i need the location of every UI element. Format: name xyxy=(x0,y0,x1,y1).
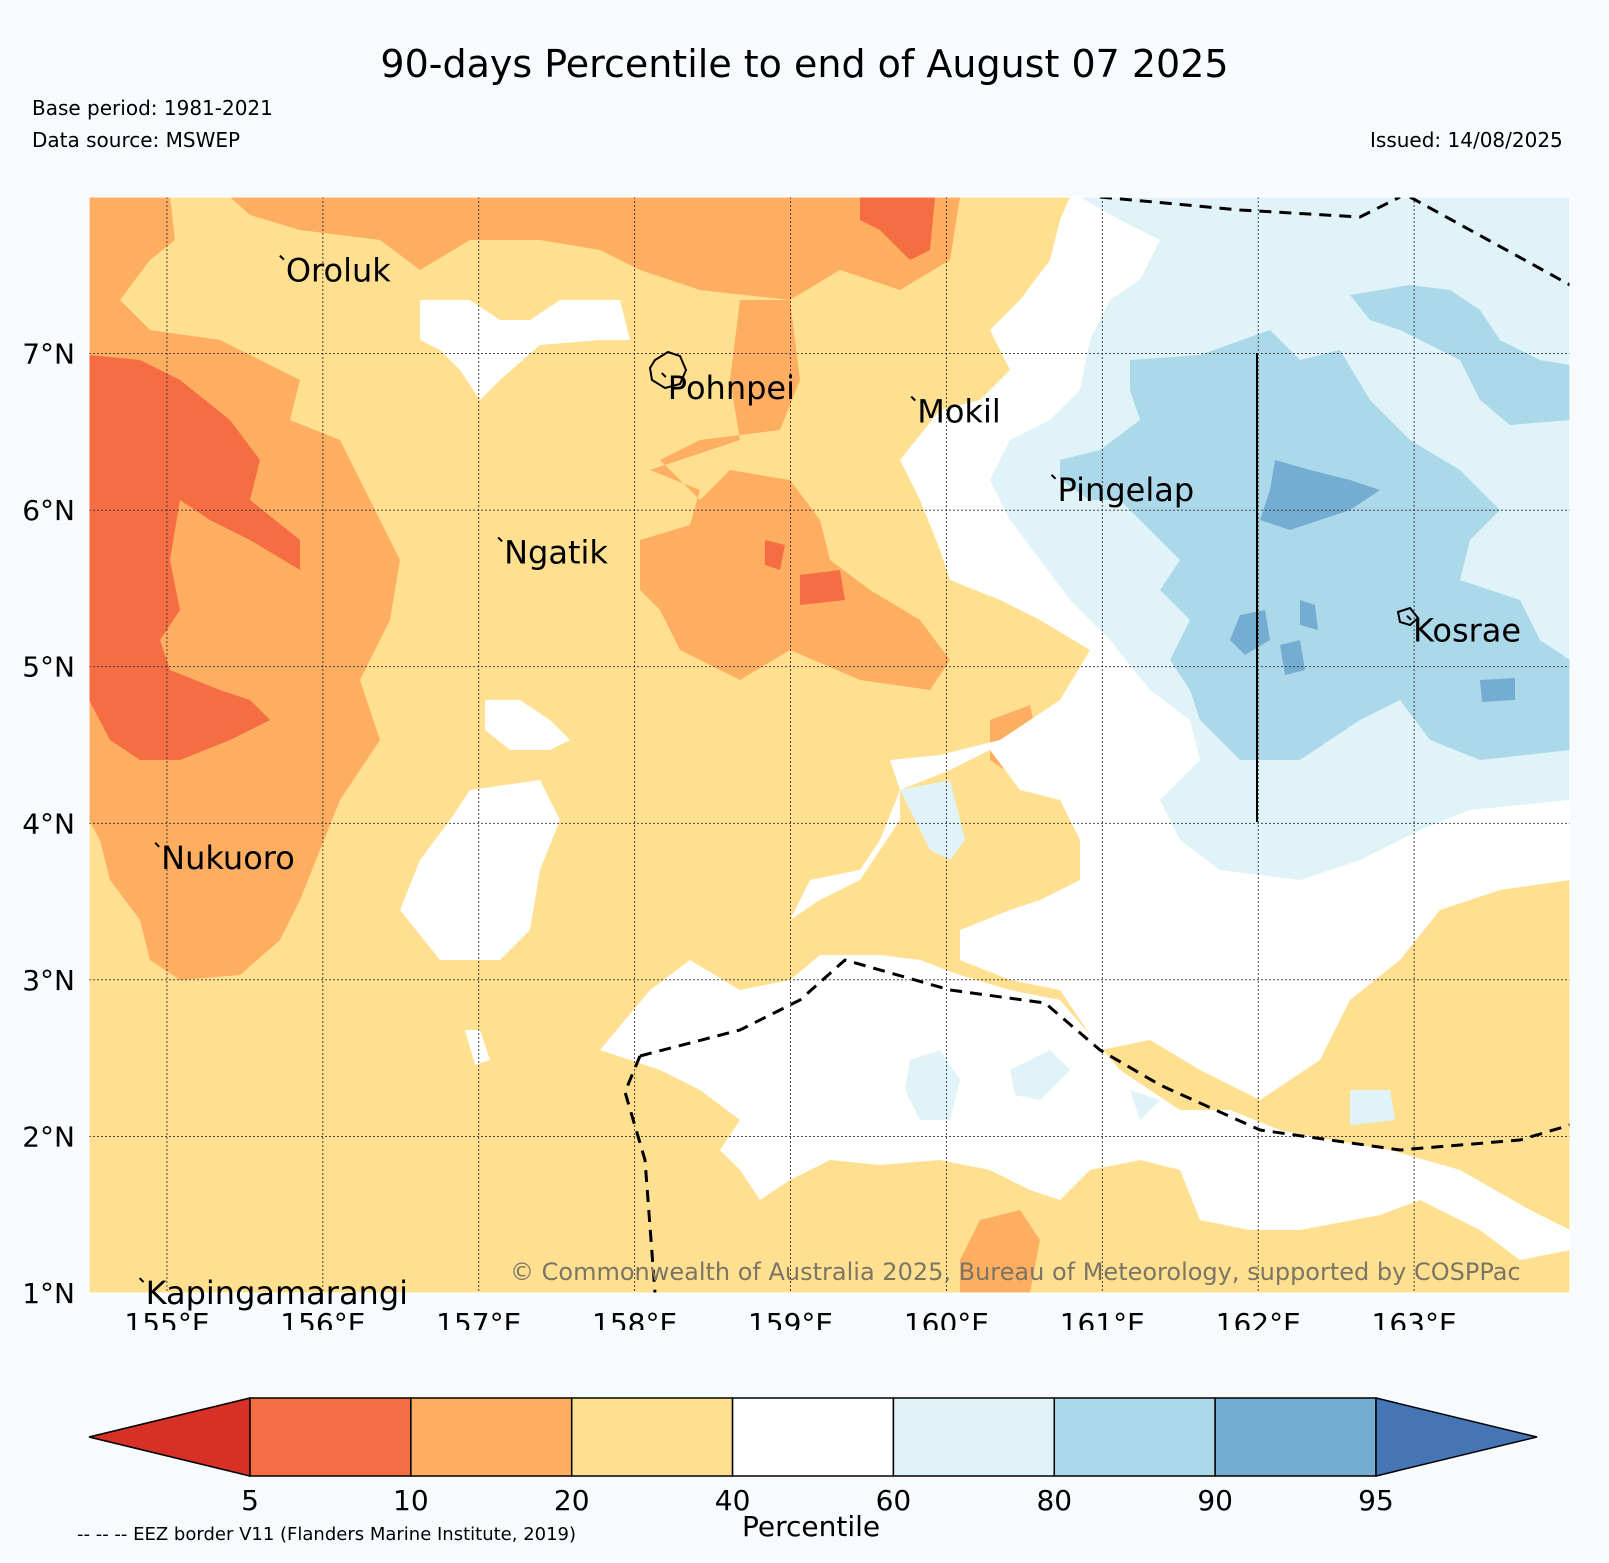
eez-legend-note: -- -- -- EEZ border V11 (Flanders Marine… xyxy=(77,1524,577,1545)
eez-border-south xyxy=(639,958,1570,1152)
place-marker xyxy=(154,842,160,848)
band-10-20-south xyxy=(960,1210,1040,1293)
latitude-tick-label: 3°N xyxy=(22,964,75,997)
colorbar-label: Percentile xyxy=(742,1510,881,1543)
place-label-oroluk: Oroluk xyxy=(286,252,391,290)
band-10-20-central xyxy=(640,300,950,690)
eez-border-northeast xyxy=(1409,197,1570,287)
latitude-labels: 7°N 6°N 5°N 4°N 3°N 2°N 1°N xyxy=(22,338,75,1310)
band-90-95-core xyxy=(1260,460,1380,530)
colorbar-band xyxy=(892,1397,1056,1477)
colorbar-band xyxy=(1214,1397,1377,1477)
colorbar-bands xyxy=(88,1397,1538,1477)
band-90-95-d xyxy=(1480,678,1515,702)
longitude-tick-label: 158°E xyxy=(592,1307,677,1330)
band-5-10-central-2 xyxy=(765,540,785,570)
band-5-10-north xyxy=(860,197,935,260)
place-marker xyxy=(1406,615,1412,621)
band-60-80-south xyxy=(900,780,965,860)
place-label-kapingamarangi: Kapingamarangi xyxy=(146,1274,408,1312)
base-period: Base period: 1981-2021 xyxy=(32,96,273,120)
band-40-60-mid xyxy=(400,780,560,960)
place-label-pohnpei: Pohnpei xyxy=(668,369,795,407)
longitude-labels: 155°E 156°E 157°E 158°E 159°E 160°E 161°E 162°E… xyxy=(124,1307,1456,1330)
latitude-tick-label: 4°N xyxy=(22,807,75,840)
graticule xyxy=(89,197,1570,1293)
band-40-60-small2 xyxy=(465,1030,490,1065)
band-40-60-upper xyxy=(420,300,630,400)
colorbar-tick-label: 60 xyxy=(876,1484,912,1517)
colorbar-band xyxy=(1053,1397,1216,1477)
percentile-map: Oroluk Pohnpei Mokil Pingelap Ngatik Kosrae Nu… xyxy=(22,196,1571,1330)
latitude-tick-label: 6°N xyxy=(22,494,75,527)
longitude-tick-label: 156°E xyxy=(280,1307,365,1330)
eez-border-north xyxy=(1099,197,1401,219)
chart-title: 90-days Percentile to end of August 07 2… xyxy=(380,42,1229,86)
colorbar-band xyxy=(570,1397,734,1477)
place-marker xyxy=(279,254,285,261)
band-40-60-south xyxy=(600,955,1570,1260)
band-90-95-c xyxy=(1300,600,1318,630)
place-labels: Oroluk Pohnpei Mokil Pingelap Ngatik Kosrae Nu… xyxy=(138,252,1521,1312)
band-5-10-west xyxy=(89,355,300,760)
eez-borders xyxy=(623,197,1570,1293)
band-10-20-north xyxy=(230,197,960,300)
place-label-kosrae: Kosrae xyxy=(1413,612,1521,650)
place-marker xyxy=(661,372,667,378)
place-marker xyxy=(497,536,503,543)
colorbar-extend-low xyxy=(88,1397,251,1477)
place-marker xyxy=(138,1277,145,1283)
band-90-95-a xyxy=(1230,610,1270,655)
band-60-80-south4 xyxy=(1130,1090,1160,1120)
place-marker xyxy=(1050,474,1057,480)
colorbar-tick-label: 5 xyxy=(241,1484,259,1517)
longitude-tick-label: 163°E xyxy=(1372,1307,1457,1330)
band-80-90-east xyxy=(1060,330,1570,760)
band-5-10-central xyxy=(800,570,845,605)
longitude-tick-label: 157°E xyxy=(436,1307,521,1330)
map-field xyxy=(89,197,1570,1293)
band-80-90-northeast xyxy=(1350,285,1570,425)
colorbar-tick-label: 80 xyxy=(1036,1484,1072,1517)
issued-date: Issued: 14/08/2025 xyxy=(1370,128,1563,152)
place-marker xyxy=(910,395,916,402)
place-label-nukuoro: Nukuoro xyxy=(161,839,295,877)
latitude-tick-label: 1°N xyxy=(22,1277,75,1310)
band-60-80-south3 xyxy=(1010,1050,1070,1100)
colorbar-tick-label: 90 xyxy=(1197,1484,1233,1517)
longitude-tick-label: 159°E xyxy=(748,1307,833,1330)
latitude-tick-label: 5°N xyxy=(22,651,75,684)
map-frame xyxy=(88,196,1571,1294)
colorbar-tick-label: 10 xyxy=(393,1484,429,1517)
place-label-ngatik: Ngatik xyxy=(504,533,608,571)
place-label-pingelap: Pingelap xyxy=(1058,471,1195,509)
colorbar-tick-label: 20 xyxy=(554,1484,590,1517)
colorbar-band xyxy=(410,1397,573,1477)
copyright-notice: © Commonwealth of Australia 2025, Bureau… xyxy=(510,1258,1521,1286)
band-40-60-small xyxy=(485,700,570,750)
place-label-mokil: Mokil xyxy=(917,393,1001,431)
colorbar-band xyxy=(249,1397,412,1477)
longitude-tick-label: 162°E xyxy=(1216,1307,1301,1330)
band-90-95-b xyxy=(1280,640,1305,675)
longitude-tick-label: 161°E xyxy=(1060,1307,1145,1330)
pohnpei-island-outline xyxy=(648,350,688,390)
colorbar-band xyxy=(731,1397,895,1477)
colorbar-tick-label: 95 xyxy=(1358,1484,1394,1517)
kosrae-island-outline xyxy=(1396,606,1420,627)
longitude-tick-label: 155°E xyxy=(124,1307,209,1330)
latitude-tick-label: 2°N xyxy=(22,1120,75,1153)
longitude-tick-label: 160°E xyxy=(904,1307,989,1330)
band-60-80-south5 xyxy=(1350,1090,1395,1125)
latitude-tick-label: 7°N xyxy=(22,338,75,371)
colorbar-extend-high xyxy=(1375,1397,1538,1477)
data-source: Data source: MSWEP xyxy=(32,128,241,152)
